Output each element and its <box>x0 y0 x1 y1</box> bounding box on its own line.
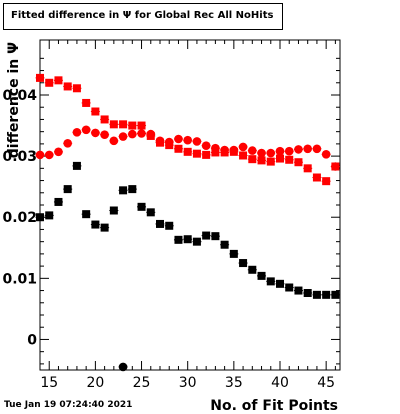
timestamp-label: Tue Jan 19 07:24:40 2021 <box>4 400 133 410</box>
x-tick-label: 40 <box>271 375 289 391</box>
x-axis-label: No. of Fit Points <box>210 398 338 414</box>
y-tick-label: 0 <box>27 332 37 348</box>
x-tick-label: 45 <box>317 375 335 391</box>
x-tick-label: 20 <box>86 375 104 391</box>
y-tick-label: 0.03 <box>2 149 37 165</box>
x-tick-label: 15 <box>40 375 58 391</box>
y-axis-label: difference in Ψ <box>6 42 22 158</box>
x-tick-label: 25 <box>133 375 151 391</box>
y-tick-label: 0.02 <box>2 210 37 226</box>
x-tick-label: 30 <box>179 375 197 391</box>
data-layer <box>35 73 340 372</box>
x-tick-label: 35 <box>225 375 243 391</box>
plot-frame <box>39 39 341 371</box>
chart-title-box: Fitted difference in Ψ for Global Rec Al… <box>3 3 283 30</box>
y-tick-label: 0.01 <box>2 271 37 287</box>
chart-title: Fitted difference in Ψ for Global Rec Al… <box>11 10 274 21</box>
y-tick-label: 0.04 <box>2 88 37 104</box>
